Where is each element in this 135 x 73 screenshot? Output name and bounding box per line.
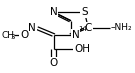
Text: 3: 3 bbox=[11, 34, 15, 40]
Text: N: N bbox=[50, 7, 58, 17]
Text: CH: CH bbox=[2, 31, 15, 40]
Text: OH: OH bbox=[74, 44, 90, 54]
Text: N: N bbox=[72, 30, 79, 40]
Text: S: S bbox=[81, 7, 88, 17]
Text: 14: 14 bbox=[78, 26, 87, 32]
Text: –NH₂: –NH₂ bbox=[110, 23, 132, 32]
Text: C: C bbox=[85, 23, 92, 33]
Text: O: O bbox=[50, 58, 58, 68]
Text: N: N bbox=[28, 23, 36, 33]
Text: O: O bbox=[20, 30, 28, 40]
